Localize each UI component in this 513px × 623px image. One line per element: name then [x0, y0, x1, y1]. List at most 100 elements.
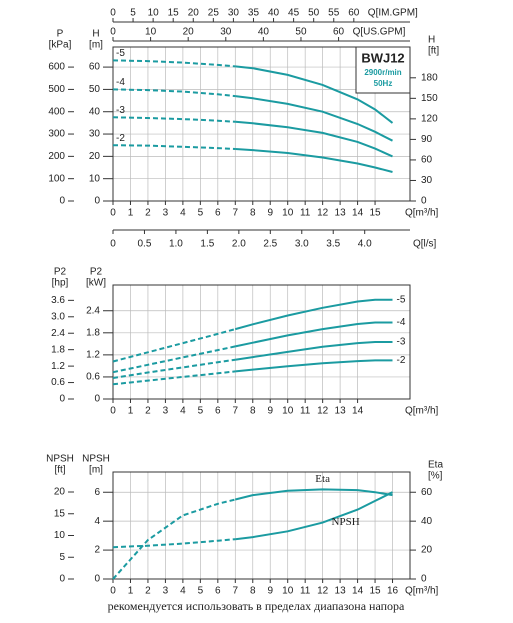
plot-frame [112, 471, 411, 580]
top-tick-label: 10 [145, 27, 157, 38]
top-tick-label: 50 [308, 8, 320, 19]
x-tick-label: 6 [215, 586, 221, 597]
y2-tick-label: 20 [421, 545, 433, 556]
x-tick-label: 4 [180, 208, 186, 219]
y-tick-label: 3.0 [51, 311, 65, 322]
axis-title: NPSH [82, 454, 110, 465]
model-speed: 2900r/min [364, 68, 401, 77]
y2-tick-label: 60 [421, 487, 433, 498]
curve-solid [235, 341, 393, 361]
y-tick-label: 1.2 [86, 350, 100, 361]
top-tick-label: 40 [268, 8, 280, 19]
y-tick-label: 5 [59, 552, 65, 563]
axis-title: NPSH [46, 454, 74, 465]
x-tick-label: 10 [282, 406, 294, 417]
curve-dashed [112, 370, 236, 386]
x-tick-label: 11 [300, 586, 311, 597]
axis-title: [hp] [52, 278, 69, 289]
x-tick-label: 9 [267, 586, 273, 597]
x-tick-label: 4.0 [358, 239, 372, 250]
x-tick-label: 6 [215, 406, 221, 417]
y-tick-label: 3.6 [51, 295, 65, 306]
curve-label: Eta [315, 473, 330, 485]
y-tick-label: 400 [48, 106, 65, 117]
x-tick-label: 5 [198, 208, 204, 219]
axis-title: Q[US.GPM] [353, 27, 406, 38]
axis-title: Q[l/s] [413, 239, 437, 250]
curve-dashed [112, 88, 236, 98]
y2-tick-label: 0 [421, 196, 427, 207]
curve-label: -2 [397, 355, 406, 366]
axis-title: H [428, 35, 435, 46]
x-tick-label: 11 [300, 208, 311, 219]
y-tick-label: 10 [54, 530, 66, 541]
axis-title: [m] [89, 40, 103, 51]
x-tick-label: 1 [128, 208, 134, 219]
x-tick-label: 0.5 [138, 239, 152, 250]
curve-solid [235, 491, 393, 541]
y2-tick-label: 120 [421, 114, 438, 125]
axis-title: Q[m³/h] [405, 208, 439, 219]
curve-label: -5 [116, 48, 125, 59]
plot-frame [112, 46, 411, 202]
model-frequency: 50Hz [374, 79, 393, 88]
y2-tick-label: 90 [421, 134, 433, 145]
y-tick-label: 40 [89, 106, 101, 117]
top-tick-label: 30 [228, 8, 240, 19]
y2-tick-label: 40 [421, 516, 433, 527]
y-tick-label: 30 [89, 129, 101, 140]
y-tick-label: 50 [89, 84, 101, 95]
top-tick-label: 60 [333, 27, 345, 38]
x-tick-label: 13 [335, 208, 347, 219]
y-tick-label: 1.8 [86, 327, 100, 338]
x-tick-label: 0 [110, 406, 116, 417]
model-box [355, 46, 411, 94]
axis-title: H [92, 29, 99, 40]
x-tick-label: 7 [233, 586, 239, 597]
top-tick-label: 10 [148, 8, 160, 19]
x-tick-label: 3 [163, 586, 169, 597]
y-tick-label: 20 [89, 151, 101, 162]
x-tick-label: 8 [250, 586, 256, 597]
x-tick-label: 1 [128, 406, 134, 417]
axis-title: P2 [54, 267, 67, 278]
curve-dashed [112, 116, 236, 123]
x-tick-label: 0 [110, 208, 116, 219]
y2-tick-label: 60 [421, 155, 433, 166]
x-tick-label: 1 [128, 586, 134, 597]
curve-dashed [112, 345, 236, 374]
y-tick-label: 2.4 [86, 305, 100, 316]
x-tick-label: 12 [317, 208, 329, 219]
y-tick-label: 0 [59, 196, 65, 207]
curve-dashed [112, 538, 236, 549]
y2-tick-label: 0 [421, 574, 427, 585]
x-tick-label: 3.0 [295, 239, 309, 250]
y-tick-label: 10 [89, 173, 101, 184]
x-tick-label: 3.5 [326, 239, 340, 250]
x-tick-label: 2.5 [263, 239, 277, 250]
x-tick-label: 3 [163, 208, 169, 219]
axis-title: Q[m³/h] [405, 406, 439, 417]
axis-title: [%] [428, 471, 443, 482]
curve-solid [235, 95, 393, 142]
plot-frame [112, 284, 411, 400]
y-tick-label: 0 [59, 394, 65, 405]
curve-solid [235, 321, 393, 348]
top-tick-label: 15 [168, 8, 180, 19]
curve-solid [235, 488, 393, 501]
y-tick-label: 60 [89, 62, 101, 73]
top-tick-label: 50 [295, 27, 307, 38]
top-tick-label: 20 [188, 8, 200, 19]
y2-tick-label: 30 [421, 175, 433, 186]
axis-title: [ft] [428, 46, 439, 57]
x-tick-label: 9 [267, 406, 273, 417]
x-tick-label: 13 [335, 406, 347, 417]
top-tick-label: 60 [348, 8, 360, 19]
model-name: BWJ12 [361, 50, 404, 65]
x-tick-label: 9 [267, 208, 273, 219]
x-tick-label: 1.5 [200, 239, 214, 250]
axis-title: Q[m³/h] [405, 586, 439, 597]
y2-tick-label: 180 [421, 72, 438, 83]
top-tick-label: 20 [183, 27, 195, 38]
